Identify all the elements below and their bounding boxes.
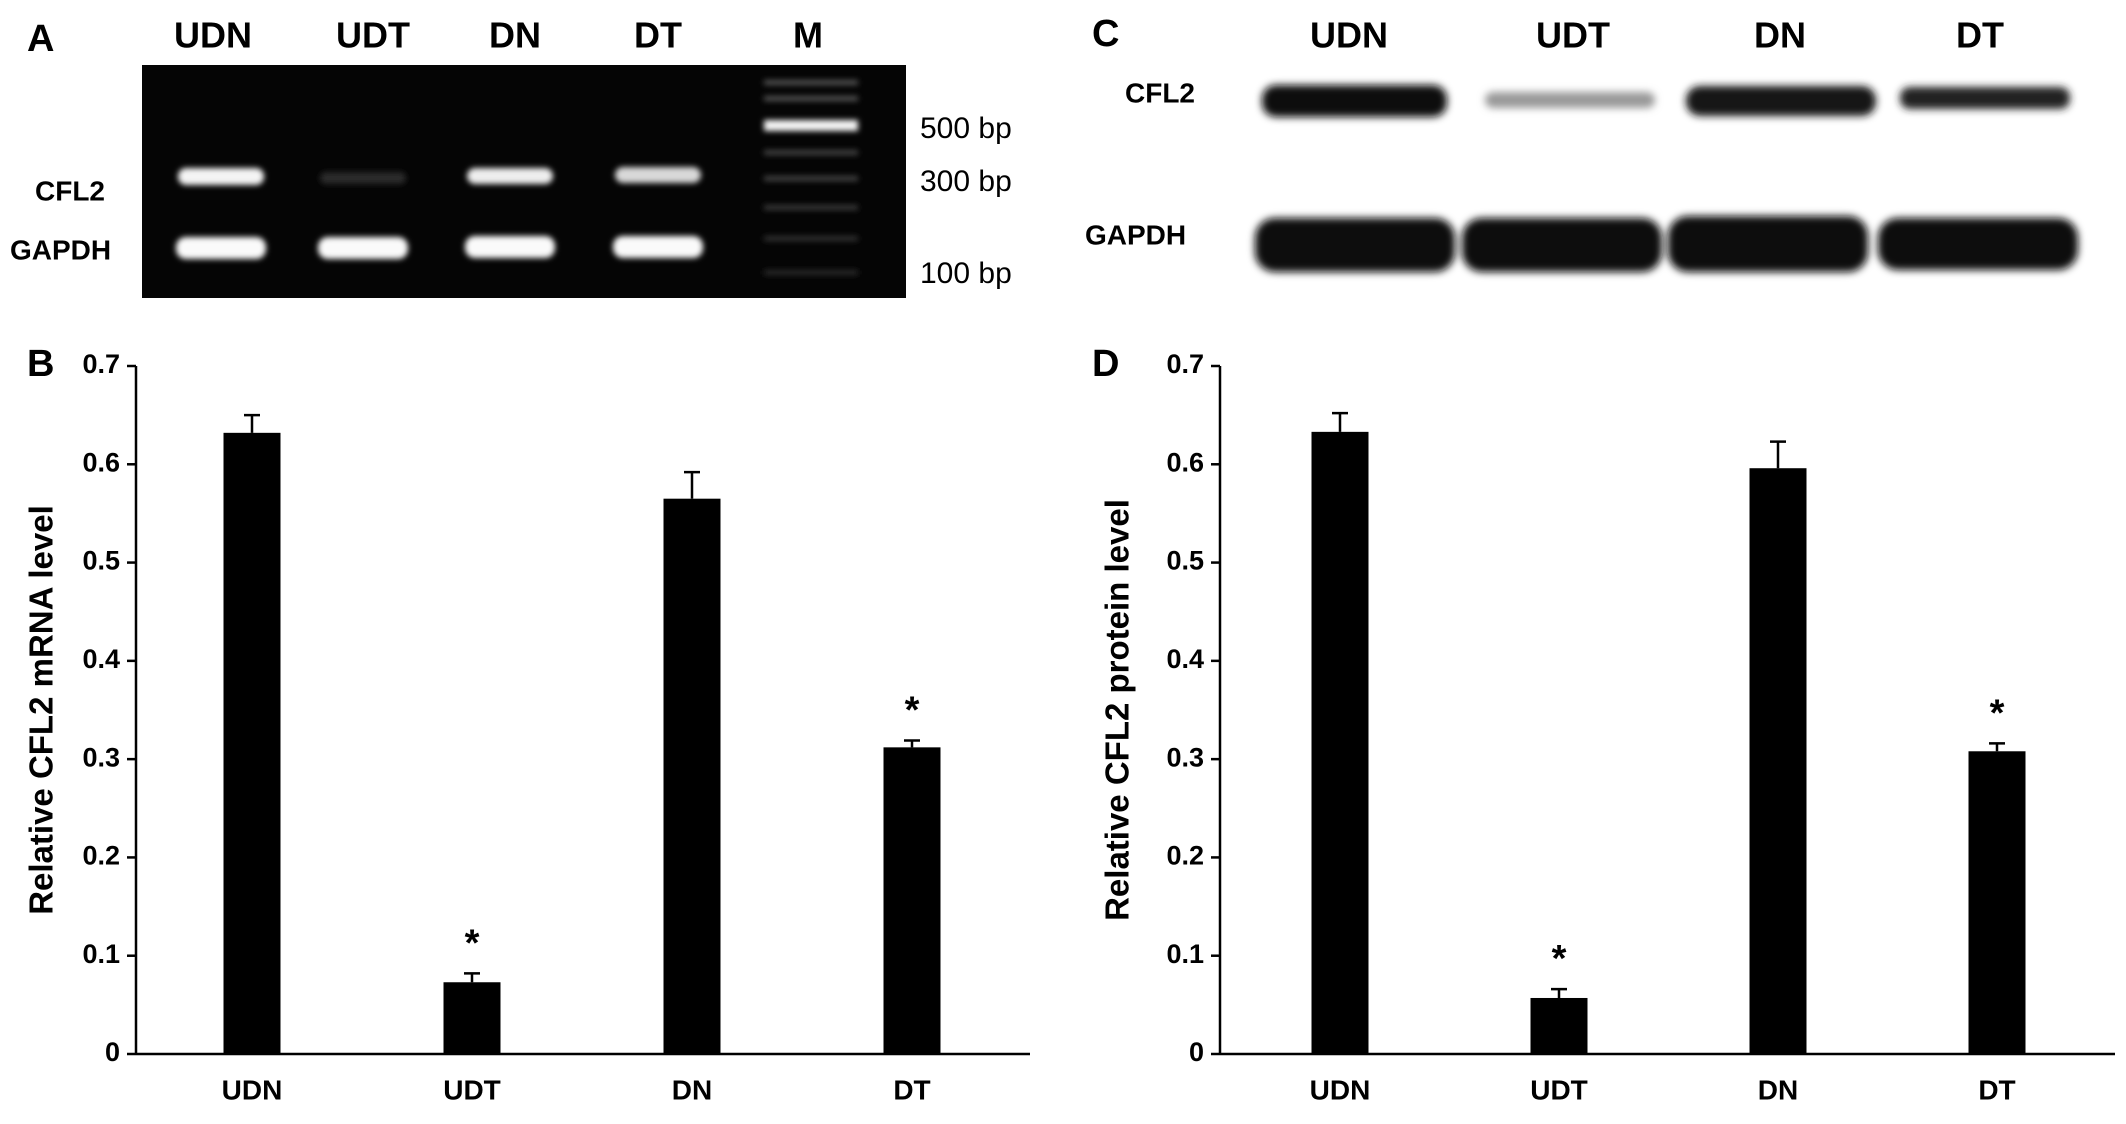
lane-label: DN <box>1754 15 1806 56</box>
bar <box>223 432 281 1054</box>
row-label: GAPDH <box>10 234 111 265</box>
panel-label: C <box>1092 13 1119 55</box>
lane-label: DN <box>489 15 541 56</box>
panel-label: B <box>27 343 54 385</box>
y-tick-label: 0.6 <box>1166 447 1204 477</box>
bar <box>883 747 941 1054</box>
x-tick-label: DN <box>1758 1074 1798 1105</box>
bar <box>1968 751 2026 1054</box>
y-tick-label: 0.1 <box>82 939 120 969</box>
error-bar <box>464 972 480 983</box>
error-bar <box>1770 440 1786 469</box>
bar <box>1530 997 1588 1054</box>
bar <box>1311 431 1369 1054</box>
significance-marker: * <box>1990 692 2005 734</box>
error-bar <box>1551 987 1567 998</box>
y-tick-label: 0.5 <box>1166 546 1204 576</box>
row-label: CFL2 <box>35 175 105 206</box>
marker-label: 500 bp <box>920 112 1012 145</box>
x-tick-label: DN <box>672 1074 712 1105</box>
y-tick-label: 0.7 <box>82 349 120 379</box>
y-tick-label: 0.3 <box>82 742 120 772</box>
y-tick-label: 0.6 <box>82 447 120 477</box>
row-label: GAPDH <box>1085 219 1186 250</box>
bar <box>663 498 721 1055</box>
lane-label: DT <box>1956 15 2004 56</box>
y-tick-label: 0.2 <box>82 841 120 871</box>
y-tick-label: 0 <box>1189 1037 1204 1067</box>
lane-label: UDT <box>336 15 410 56</box>
x-tick-label: DT <box>1978 1074 2015 1105</box>
marker-label: 100 bp <box>920 257 1012 290</box>
gel-image <box>142 65 906 298</box>
y-tick-label: 0.7 <box>1166 349 1204 379</box>
x-tick-label: UDT <box>443 1074 501 1105</box>
y-tick-label: 0.1 <box>1166 939 1204 969</box>
lane-label: UDT <box>1536 15 1610 56</box>
y-tick-label: 0 <box>105 1037 120 1067</box>
y-tick-label: 0.4 <box>1166 644 1204 674</box>
error-bar <box>1332 411 1348 432</box>
row-label: CFL2 <box>1125 77 1195 108</box>
significance-marker: * <box>1552 938 1567 980</box>
x-tick-label: UDN <box>222 1074 283 1105</box>
error-bar <box>904 739 920 748</box>
y-tick-label: 0.4 <box>82 644 120 674</box>
lane-label: UDN <box>174 15 252 56</box>
y-tick-label: 0.2 <box>1166 841 1204 871</box>
marker-label: 300 bp <box>920 165 1012 198</box>
lane-label: UDN <box>1310 15 1388 56</box>
lane-label: DT <box>634 15 682 56</box>
error-bar <box>244 413 260 433</box>
lane-label: M <box>793 15 823 56</box>
y-tick-label: 0.3 <box>1166 742 1204 772</box>
bar <box>443 982 501 1054</box>
bar <box>1749 468 1807 1054</box>
panel-label: A <box>27 18 54 60</box>
error-bar <box>684 470 700 499</box>
y-axis-label: Relative CFL2 protein level <box>1099 499 1136 921</box>
x-tick-label: DT <box>893 1074 930 1105</box>
y-tick-label: 0.5 <box>82 546 120 576</box>
significance-marker: * <box>905 689 920 731</box>
error-bar <box>1989 742 2005 752</box>
significance-marker: * <box>465 922 480 964</box>
y-axis-label: Relative CFL2 mRNA level <box>23 505 60 915</box>
western-blot <box>1255 85 2078 272</box>
x-tick-label: UDN <box>1310 1074 1371 1105</box>
panel-label: D <box>1092 343 1119 385</box>
x-tick-label: UDT <box>1530 1074 1588 1105</box>
